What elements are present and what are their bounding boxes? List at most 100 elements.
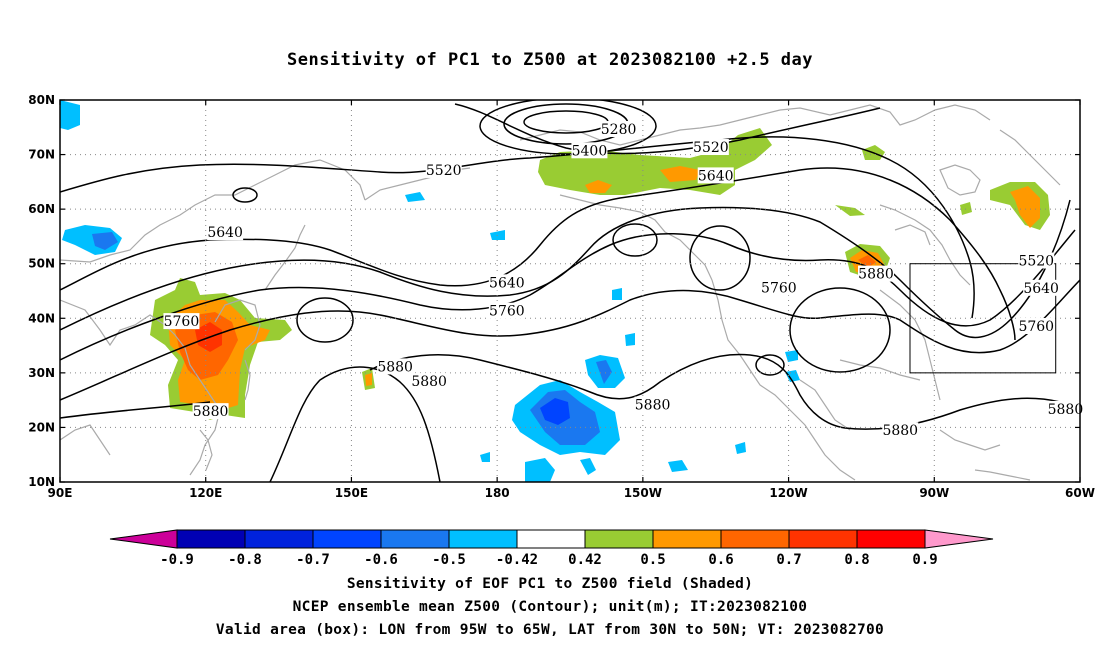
shade-neg-south: [525, 458, 555, 482]
y-tick-label: 40N: [28, 311, 55, 325]
x-tick-label: 150W: [624, 486, 662, 500]
contour-label: 5520: [693, 140, 729, 156]
colorbar-label: -0.42: [496, 552, 538, 568]
contour-label-bg: [600, 121, 637, 138]
shade-neg-small-1: [668, 460, 688, 472]
y-tick-label: 20N: [28, 420, 55, 434]
colorbar-swatch: [380, 529, 450, 549]
contour-label: 5760: [1018, 319, 1054, 335]
colorbar-swatch-max: [924, 529, 994, 549]
contour-label: 5760: [489, 304, 525, 320]
caption-valid-area: Valid area (box): LON from 95W to 65W, L…: [215, 622, 885, 638]
shade-lakes-red: [858, 255, 876, 268]
shade-greenland-small: [960, 202, 972, 215]
colorbar-swatch: [856, 529, 926, 549]
y-tick-label: 80N: [28, 93, 55, 107]
contour-label-bg: [760, 279, 797, 296]
map-axes: 90E 120E 150E 180 150W 120W 90W 60W 10N 20N 30N 40N…: [28, 93, 1095, 500]
shade-neg-cp-dark: [540, 398, 570, 425]
contour-label-bg: [488, 302, 525, 319]
y-tick-label: 50N: [28, 257, 55, 271]
contour-label-bg: [425, 161, 462, 178]
x-tick-label: 120W: [769, 486, 807, 500]
contour-label-bg: [858, 265, 894, 282]
shade-neg-south-2: [580, 458, 596, 475]
colorbar-label: 0.8: [844, 552, 869, 568]
y-tick-label: 70N: [28, 148, 55, 162]
contour-label-bg: [1018, 252, 1055, 269]
shade-neg-small-3: [785, 350, 798, 362]
contour-label: 5280: [601, 122, 637, 138]
colorbar-label: 0.6: [708, 552, 733, 568]
plot-frame: [59, 99, 1081, 483]
shade-arctic-orange-2: [660, 166, 700, 182]
colorbar: -0.9 -0.8 -0.7 -0.6 -0.5 -0.42 0.42 0.5 0.6 0.7 0.…: [109, 529, 994, 568]
colorbar-label: -0.6: [364, 552, 398, 568]
contour-label-bg: [1018, 318, 1055, 335]
shade-neg-small-4: [785, 370, 800, 382]
colorbar-swatch: [244, 529, 314, 549]
shade-neg-cp-strip-2: [596, 360, 612, 384]
contour-label: 5880: [858, 267, 894, 283]
x-tick-label: 60W: [1065, 486, 1095, 500]
contour-label: 5640: [1023, 281, 1059, 297]
colorbar-label: -0.9: [160, 552, 194, 568]
chart-title: Sensitivity of PC1 to Z500 at 2023082100…: [286, 50, 813, 70]
shade-neg-india-2: [92, 232, 118, 250]
contour-label: 5520: [1018, 254, 1054, 270]
colorbar-label: 0.5: [640, 552, 665, 568]
colorbar-label: 0.9: [912, 552, 937, 568]
contour-label-bg: [692, 139, 729, 156]
contour-label-bg: [207, 224, 244, 241]
shade-neg-corner: [60, 100, 80, 130]
contour-label-bg: [377, 358, 414, 375]
contour-label-bg: [1023, 279, 1060, 296]
colorbar-swatch: [176, 529, 246, 549]
contour-label: 5880: [882, 423, 918, 439]
contour-label-bg: [488, 274, 525, 291]
contour-label: 5880: [411, 374, 447, 390]
shade-pacific-small-orange: [365, 373, 372, 386]
colorbar-swatch-min: [109, 529, 178, 549]
y-tick-label: 30N: [28, 366, 55, 380]
y-tick-label: 10N: [28, 475, 55, 489]
x-tick-label: 90W: [919, 486, 949, 500]
y-tick-label: 60N: [28, 202, 55, 216]
contour-label-bg: [1047, 400, 1084, 417]
shade-neg-small-7: [405, 192, 425, 202]
valid-area-box: [909, 263, 1057, 374]
colorbar-label: -0.5: [432, 552, 466, 568]
contour-label: 5760: [164, 314, 200, 330]
contour-label: 5640: [698, 168, 734, 184]
shade-arctic-orange-1: [585, 180, 612, 193]
colorbar-label: 0.7: [776, 552, 801, 568]
contour-label-bg: [571, 142, 608, 159]
contour-label: 5880: [193, 404, 229, 420]
colorbar-swatch: [720, 529, 790, 549]
contour-label-bg: [411, 373, 448, 390]
contour-label-bg: [634, 396, 671, 413]
shade-canada-green: [835, 205, 865, 216]
contour-label-bg: [192, 403, 229, 420]
shade-neg-small-6: [612, 288, 622, 300]
shade-neg-small-2: [735, 442, 746, 454]
contour-label: 5520: [426, 163, 462, 179]
contour-label-bg: [882, 422, 919, 439]
colorbar-swatch: [516, 529, 586, 549]
x-tick-label: 90E: [48, 486, 73, 500]
contour-label: 5640: [489, 275, 525, 291]
contour-label: 5880: [377, 359, 413, 375]
colorbar-swatch: [788, 529, 858, 549]
colorbar-label: -0.8: [228, 552, 262, 568]
shade-neg-small-9: [480, 452, 490, 462]
shade-greenland-orange: [1010, 186, 1040, 228]
x-tick-label: 150E: [335, 486, 368, 500]
caption-contour: NCEP ensemble mean Z500 (Contour); unit(…: [292, 599, 808, 615]
colorbar-swatch: [652, 529, 722, 549]
colorbar-swatch: [584, 529, 654, 549]
contour-label: 5880: [635, 398, 671, 414]
colorbar-swatch: [312, 529, 382, 549]
x-tick-label: 180: [485, 486, 510, 500]
colorbar-label: 0.42: [568, 552, 602, 568]
shade-neg-small-5: [625, 333, 635, 346]
